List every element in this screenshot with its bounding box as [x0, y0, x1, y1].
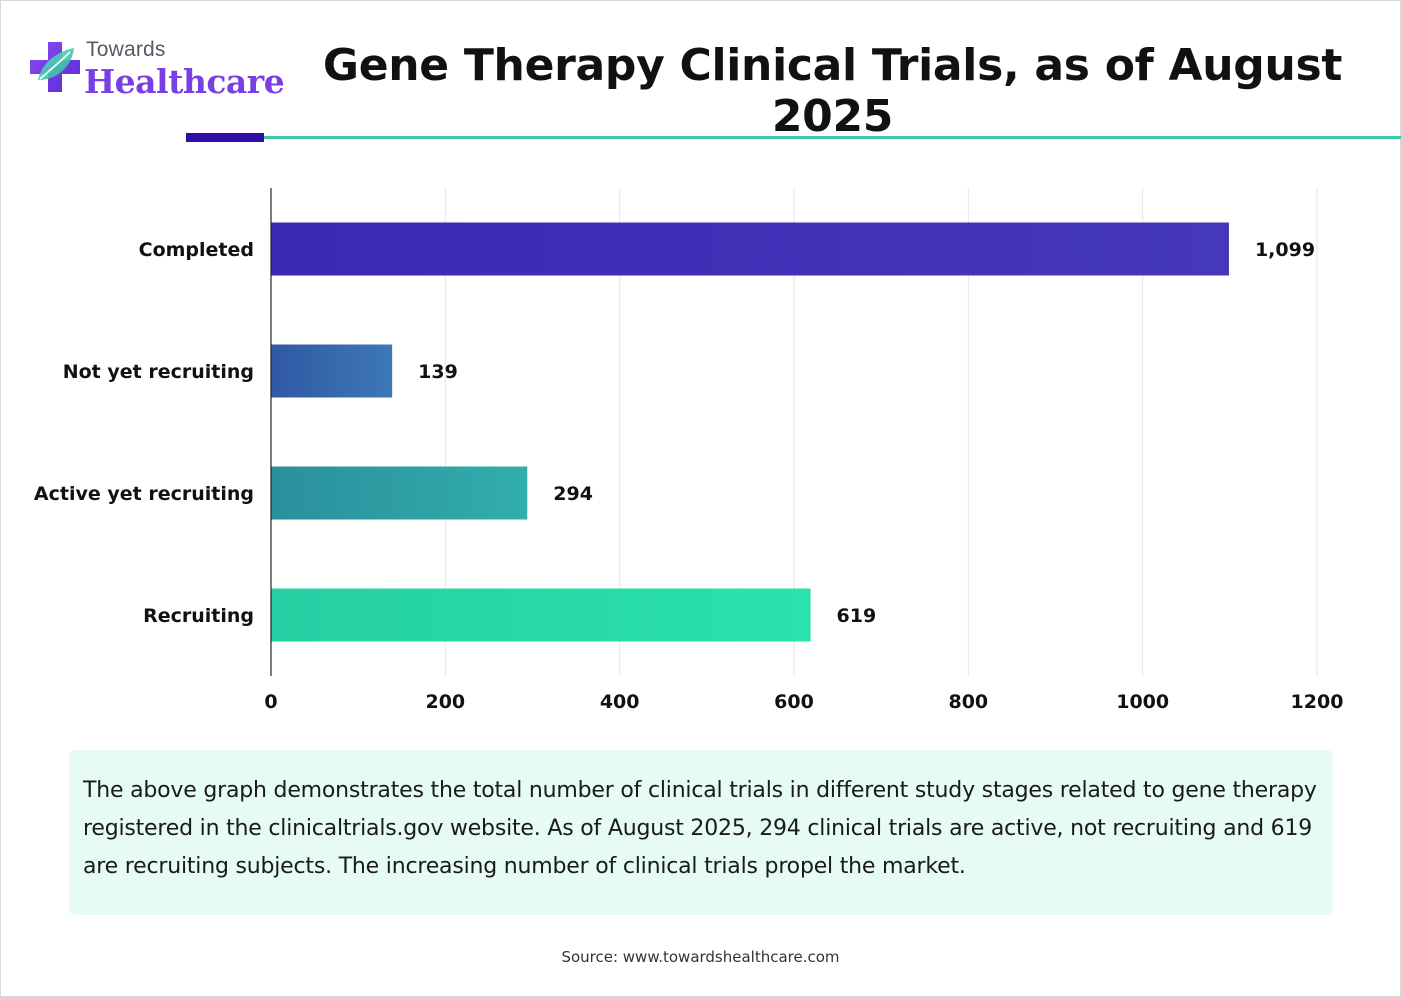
x-tick-label: 1200	[1291, 691, 1344, 713]
bar	[271, 588, 811, 642]
x-tick-label: 1000	[1116, 691, 1169, 713]
chart-title: Gene Therapy Clinical Trials, as of Augu…	[322, 40, 1343, 142]
category-label: Active yet recruiting	[34, 483, 254, 505]
medical-cross-leaf-icon	[30, 42, 80, 92]
brand-name-small: Towards	[86, 38, 166, 61]
category-label: Recruiting	[143, 605, 254, 627]
x-tick-label: 800	[948, 691, 988, 713]
data-label: 619	[837, 605, 877, 627]
bar	[271, 344, 393, 398]
description-box: The above graph demonstrates the total n…	[69, 750, 1333, 915]
description-text: The above graph demonstrates the total n…	[83, 778, 1317, 879]
data-label: 294	[553, 483, 593, 505]
title-rule-accent	[186, 133, 264, 142]
title-rule-line	[264, 136, 1401, 139]
chart-labels: Completed 1,099 Not yet recruiting 139 Activ…	[34, 239, 1315, 627]
bar-chart: Completed 1,099 Not yet recruiting 139 Activ…	[34, 188, 1343, 713]
x-tick-label: 600	[774, 691, 814, 713]
category-label: Completed	[139, 239, 254, 261]
x-tick-label: 400	[600, 691, 640, 713]
bar	[271, 466, 528, 520]
source-credit: Source: www.towardshealthcare.com	[561, 948, 840, 966]
chart-axes: 0 200 400 600 800 1000 1200	[264, 188, 1343, 713]
chart-bars	[271, 222, 1229, 642]
brand-name-big: Healthcare	[84, 62, 285, 101]
x-tick-label: 0	[264, 691, 277, 713]
category-label: Not yet recruiting	[63, 361, 254, 383]
x-tick-label: 200	[425, 691, 465, 713]
data-label: 139	[418, 361, 458, 383]
data-label: 1,099	[1255, 239, 1315, 261]
bar	[271, 222, 1229, 276]
brand-logo: Towards Healthcare	[28, 38, 285, 102]
